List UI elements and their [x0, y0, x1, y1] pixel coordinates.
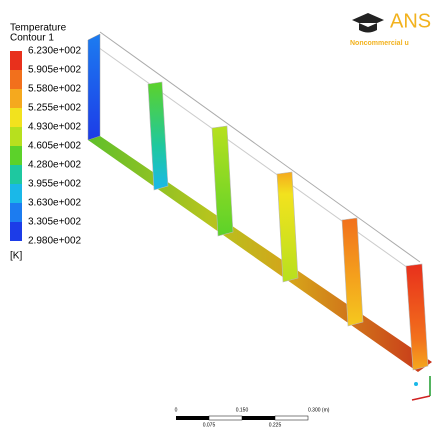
scale-bar: 0 0.150 0.300 (m) 0.075 0.225 [175, 407, 330, 428]
scale-segment [275, 416, 308, 420]
axis-triad [412, 376, 430, 400]
page: {"legend": {"title": "Temperature", "sub… [0, 0, 436, 431]
axis [412, 396, 430, 400]
legend-label: 4.280e+002 [28, 160, 82, 171]
logo-note: Noncommercial u [350, 40, 409, 47]
viewport: Temperature Contour 1 6.230e+0025.905e+0… [0, 0, 436, 431]
legend-label: 2.980e+002 [28, 236, 82, 247]
legend-swatch [10, 203, 22, 222]
legend: 6.230e+002 5.905e+002 5.580e+002 5.255e+002… [10, 46, 82, 247]
legend-swatch [10, 127, 22, 146]
legend-label: 4.605e+002 [28, 141, 82, 152]
plate [88, 34, 100, 140]
top-edge [100, 32, 420, 262]
legend-label: 5.255e+002 [28, 103, 82, 114]
beam [88, 136, 432, 372]
scale-label: 0.225 [269, 422, 282, 428]
legend-swatch [10, 146, 22, 165]
logo-icon [352, 13, 384, 33]
scale-segment [209, 416, 242, 420]
legend-label: 4.930e+002 [28, 122, 82, 133]
logo-name: ANS [390, 10, 431, 32]
scale-segment [176, 416, 209, 420]
axis-dot [414, 382, 418, 386]
legend-swatch [10, 70, 22, 89]
legend-unit: [K] [10, 251, 22, 262]
legend-label: 3.955e+002 [28, 179, 82, 190]
legend-label: 3.305e+002 [28, 217, 82, 228]
top-edge [88, 40, 408, 268]
legend-subtitle: Contour 1 [10, 33, 54, 44]
legend-swatch [10, 222, 22, 241]
scale-label: 0.075 [203, 422, 216, 428]
legend-swatch [10, 165, 22, 184]
legend-swatch [10, 89, 22, 108]
legend-label: 5.580e+002 [28, 84, 82, 95]
scale-label: 0.150 [236, 407, 249, 413]
legend-label: 5.905e+002 [28, 65, 82, 76]
legend-label: 6.230e+002 [28, 46, 82, 57]
legend-label: 3.630e+002 [28, 198, 82, 209]
legend-swatch [10, 184, 22, 203]
scale-label: 0.300 (m) [308, 407, 330, 413]
legend-swatch [10, 108, 22, 127]
scale-segment [242, 416, 275, 420]
model [88, 32, 432, 372]
scale-label: 0 [175, 407, 178, 413]
legend-swatch [10, 51, 22, 70]
